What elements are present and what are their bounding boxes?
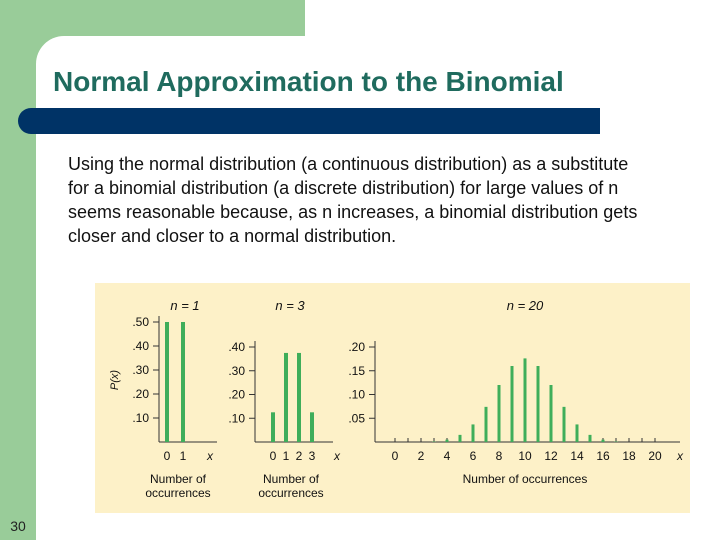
bar	[181, 322, 185, 442]
chart-title-2: n = 3	[275, 298, 305, 313]
y-tick-label: .40	[228, 340, 245, 354]
slide-body-text: Using the normal distribution (a continu…	[68, 154, 638, 246]
x-tick-label: 0	[392, 449, 399, 463]
x-tick-label: 0	[270, 449, 277, 463]
x-axis-symbol: x	[206, 449, 214, 463]
x-axis-symbol: x	[676, 449, 684, 463]
decorative-green-strip	[0, 0, 36, 540]
x-tick-label: 6	[470, 449, 477, 463]
bar	[310, 412, 314, 442]
x-tick-label: 1	[180, 449, 187, 463]
bar	[601, 439, 605, 442]
y-tick-label: .15	[348, 364, 365, 378]
bar	[588, 434, 592, 442]
bar	[510, 366, 514, 442]
y-tick-label: .10	[132, 411, 149, 425]
y-tick-label: .20	[132, 387, 149, 401]
x-axis-label: Number of	[150, 472, 207, 486]
bar	[523, 358, 527, 442]
y-tick-label: .20	[228, 388, 245, 402]
bar	[271, 412, 275, 442]
x-tick-label: 3	[309, 449, 316, 463]
x-tick-label: 2	[296, 449, 303, 463]
x-tick-label: 1	[283, 449, 290, 463]
x-tick-label: 2	[418, 449, 425, 463]
bar	[445, 439, 449, 442]
x-tick-label: 14	[570, 449, 584, 463]
y-tick-label: .40	[132, 339, 149, 353]
y-tick-label: .10	[348, 388, 365, 402]
bar	[562, 406, 566, 442]
bar	[297, 352, 301, 442]
bar	[536, 366, 540, 442]
chart-title-3: n = 20	[507, 298, 544, 313]
y-tick-label: .30	[132, 363, 149, 377]
x-tick-label: 8	[496, 449, 503, 463]
bar	[575, 424, 579, 442]
x-tick-label: 10	[518, 449, 532, 463]
x-tick-label: 0	[164, 449, 171, 463]
x-axis-label: Number of occurrences	[463, 472, 588, 486]
bar	[165, 322, 169, 442]
x-axis-label: occurrences	[145, 486, 210, 500]
x-tick-label: 4	[444, 449, 451, 463]
bar	[549, 385, 553, 442]
chart-title-1: n = 1	[170, 298, 199, 313]
slide-title: Normal Approximation to the Binomial	[53, 66, 564, 97]
chart-background	[95, 283, 690, 513]
bar	[497, 385, 501, 442]
x-tick-label: 12	[544, 449, 558, 463]
x-tick-label: 18	[622, 449, 636, 463]
y-tick-label: .10	[228, 411, 245, 425]
bar	[284, 352, 288, 442]
x-tick-label: 20	[648, 449, 662, 463]
bar	[471, 424, 475, 442]
x-axis-label: Number of	[263, 472, 320, 486]
x-axis-symbol: x	[333, 449, 341, 463]
x-axis-label: occurrences	[258, 486, 323, 500]
y-axis-label: P(x)	[109, 370, 121, 391]
page-number: 30	[10, 518, 26, 534]
y-tick-label: .50	[132, 315, 149, 329]
y-tick-label: .30	[228, 364, 245, 378]
y-tick-label: .20	[348, 340, 365, 354]
title-underline-bar	[18, 108, 600, 134]
x-tick-label: 16	[596, 449, 610, 463]
bar	[458, 434, 462, 442]
y-tick-label: .05	[348, 411, 365, 425]
bar	[484, 406, 488, 442]
